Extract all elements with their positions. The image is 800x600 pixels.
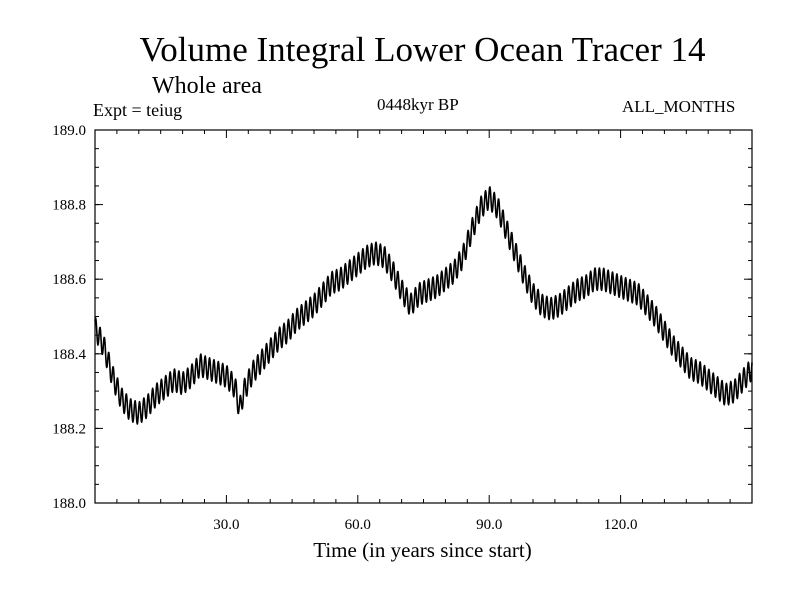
period-label: 0448kyr BP (377, 95, 459, 114)
experiment-label: Expt = teiug (93, 100, 183, 120)
x-tick-label: 90.0 (476, 517, 502, 533)
y-tick-label: 188.0 (52, 496, 86, 512)
series-line (94, 186, 753, 425)
y-tick-label: 188.2 (52, 421, 86, 437)
x-axis-label: Time (in years since start) (313, 538, 532, 562)
months-label: ALL_MONTHS (622, 97, 736, 116)
x-tick-label: 60.0 (345, 517, 371, 533)
x-tick-label: 120.0 (604, 517, 638, 533)
chart-subtitle: Whole area (152, 73, 262, 99)
x-tick-label: 30.0 (213, 517, 239, 533)
y-tick-label: 188.8 (52, 198, 86, 214)
chart-title: Volume Integral Lower Ocean Tracer 14 (139, 30, 706, 69)
series-layer (94, 186, 753, 425)
tick-labels: 188.0 188.2 188.4 188.6 188.8 189.0 30.0 60.0 90… (52, 123, 637, 533)
y-tick-label: 189.0 (52, 123, 86, 139)
plot-frame (94, 129, 753, 504)
y-tick-label: 188.4 (52, 347, 86, 363)
y-tick-label: 188.6 (52, 272, 86, 288)
